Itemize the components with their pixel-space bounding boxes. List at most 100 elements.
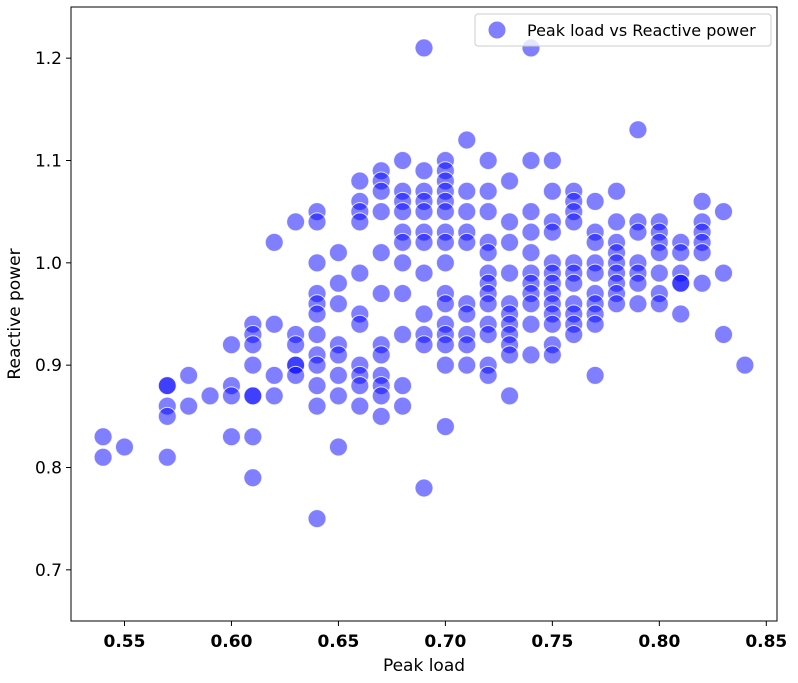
scatter-point [585, 232, 605, 252]
scatter-point [393, 284, 413, 304]
scatter-point [393, 151, 413, 170]
scatter-point [243, 468, 263, 488]
scatter-point [692, 191, 712, 211]
scatter-point [307, 324, 327, 344]
scatter-point [457, 232, 477, 252]
scatter-point [179, 396, 199, 416]
x-tick-label: 0.85 [745, 632, 787, 652]
scatter-point [585, 314, 605, 334]
scatter-point [414, 478, 434, 498]
scatter-point [264, 232, 284, 252]
scatter-point [521, 345, 541, 365]
x-tick-label: 0.80 [638, 632, 680, 652]
scatter-point [671, 273, 691, 293]
scatter-point [521, 202, 541, 222]
scatter-point [350, 314, 370, 334]
scatter-point [435, 202, 455, 222]
scatter-point [307, 376, 327, 396]
scatter-point [393, 324, 413, 344]
scatter-point [585, 263, 605, 283]
scatter-point [457, 130, 477, 150]
scatter-point [371, 406, 391, 426]
scatter-point [521, 243, 541, 263]
scatter-point [457, 335, 477, 355]
scatter-point [478, 324, 498, 344]
scatter-point [478, 365, 498, 385]
legend-box [474, 13, 772, 47]
scatter-point [435, 417, 455, 437]
scatter-point [350, 263, 370, 283]
legend-label: Peak load vs Reactive power [527, 21, 756, 40]
scatter-point [542, 181, 562, 201]
scatter-point [607, 181, 627, 201]
scatter-point [457, 202, 477, 222]
scatter-point [521, 314, 541, 334]
scatter-point [435, 232, 455, 252]
scatter-point [350, 396, 370, 416]
scatter-point [435, 294, 455, 314]
scatter-point [350, 171, 370, 191]
scatter-point [371, 243, 391, 263]
scatter-point [393, 396, 413, 416]
scatter-point [521, 294, 541, 314]
scatter-point [307, 304, 327, 324]
scatter-point [714, 202, 734, 222]
scatter-point [328, 294, 348, 314]
scatter-point [628, 294, 648, 314]
scatter-point [243, 386, 263, 406]
scatter-point [157, 376, 177, 396]
scatter-point [671, 304, 691, 324]
scatter-point [435, 335, 455, 355]
scatter-point [500, 212, 520, 232]
scatter-point [478, 243, 498, 263]
y-tick-label: 0.7 [35, 561, 62, 581]
scatter-point [221, 427, 241, 447]
scatter-point [414, 304, 434, 324]
y-tick-label: 1.2 [35, 49, 62, 69]
scatter-point [264, 365, 284, 385]
scatter-point [286, 365, 306, 385]
scatter-point [328, 273, 348, 293]
scatter-point [435, 355, 455, 375]
scatter-point [114, 437, 134, 457]
scatter-point [521, 222, 541, 242]
scatter-point [457, 355, 477, 375]
scatter-point [564, 212, 584, 232]
scatter-point [371, 181, 391, 201]
scatter-point [649, 243, 669, 263]
scatter-point [307, 509, 327, 529]
scatter-point [307, 355, 327, 375]
scatter-point [542, 151, 562, 170]
scatter-point [628, 120, 648, 140]
scatter-point [414, 38, 434, 58]
scatter-point [500, 386, 520, 406]
scatter-point [307, 212, 327, 232]
scatter-point [714, 324, 734, 344]
scatter-point [414, 232, 434, 252]
scatter-point [93, 427, 113, 447]
scatter-point [564, 273, 584, 293]
scatter-point [628, 273, 648, 293]
scatter-point [649, 294, 669, 314]
scatter-point [243, 335, 263, 355]
x-tick-label: 0.75 [531, 632, 573, 652]
scatter-point [328, 386, 348, 406]
scatter-point [243, 355, 263, 375]
scatter-point [500, 171, 520, 191]
scatter-point [478, 151, 498, 170]
y-axis-label: Reactive power [5, 248, 25, 379]
scatter-point [735, 355, 755, 375]
scatter-point [671, 243, 691, 263]
scatter-point [500, 263, 520, 283]
scatter-point [585, 365, 605, 385]
scatter-point [542, 222, 562, 242]
scatter-point [457, 181, 477, 201]
scatter-point [649, 263, 669, 283]
scatter-point [286, 335, 306, 355]
scatter-point [307, 253, 327, 273]
scatter-point [564, 324, 584, 344]
x-tick-label: 0.55 [104, 632, 146, 652]
scatter-point [328, 243, 348, 263]
scatter-point [93, 447, 113, 467]
